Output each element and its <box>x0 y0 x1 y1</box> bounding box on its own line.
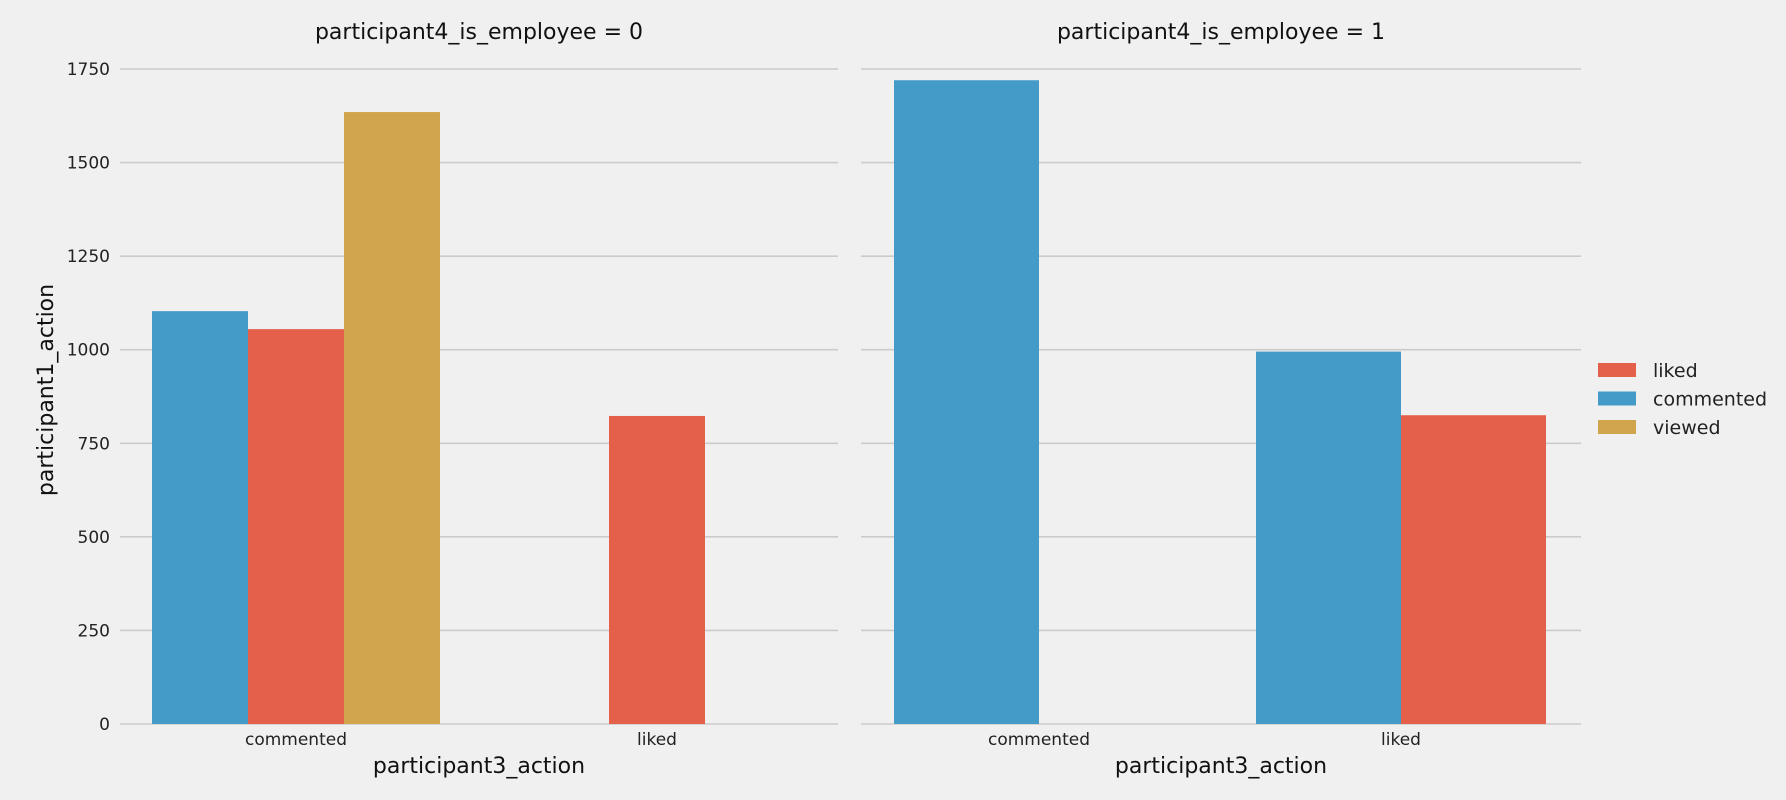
panel2-bar-liked-liked <box>1401 415 1546 724</box>
y-tick-label-0: 0 <box>99 715 110 735</box>
y-tick-label-1500: 1500 <box>67 154 110 174</box>
panel1-bar-commented-viewed <box>344 112 440 724</box>
panel2-x-tick-label-commented: commented <box>988 730 1090 750</box>
panel2-x-axis-title: participant3_action <box>1115 754 1327 779</box>
legend-label-liked: liked <box>1653 360 1698 382</box>
y-tick-label-750: 750 <box>78 434 110 454</box>
y-tick-label-1750: 1750 <box>67 60 110 80</box>
panel1-x-axis-title: participant3_action <box>373 754 585 779</box>
panel1-x-tick-label-commented: commented <box>245 730 347 750</box>
panel2-bar-liked-commented <box>1256 352 1401 724</box>
y-tick-label-1250: 1250 <box>67 247 110 267</box>
legend-swatch-viewed <box>1598 420 1636 434</box>
bars <box>152 80 1546 724</box>
legend-label-viewed: viewed <box>1653 417 1721 439</box>
panel1-bar-commented-commented <box>152 311 248 724</box>
panel1-bar-liked-liked <box>609 416 705 724</box>
panel1-bar-commented-liked <box>248 329 344 724</box>
panel2-bar-commented-commented <box>894 80 1039 724</box>
y-axis-title: participant1_action <box>34 284 59 496</box>
y-tick-label-1000: 1000 <box>67 341 110 361</box>
panel1-title: participant4_is_employee = 0 <box>315 20 643 45</box>
y-tick-label-250: 250 <box>78 621 110 641</box>
y-tick-label-500: 500 <box>78 528 110 548</box>
panel2-x-tick-label-liked: liked <box>1381 730 1421 750</box>
legend-swatch-liked <box>1598 363 1636 377</box>
legend-label-commented: commented <box>1653 389 1767 411</box>
panel1-x-tick-label-liked: liked <box>637 730 677 750</box>
legend-swatch-commented <box>1598 392 1636 406</box>
panel2-title: participant4_is_employee = 1 <box>1057 20 1385 45</box>
legend: liked commented viewed <box>1598 360 1767 439</box>
